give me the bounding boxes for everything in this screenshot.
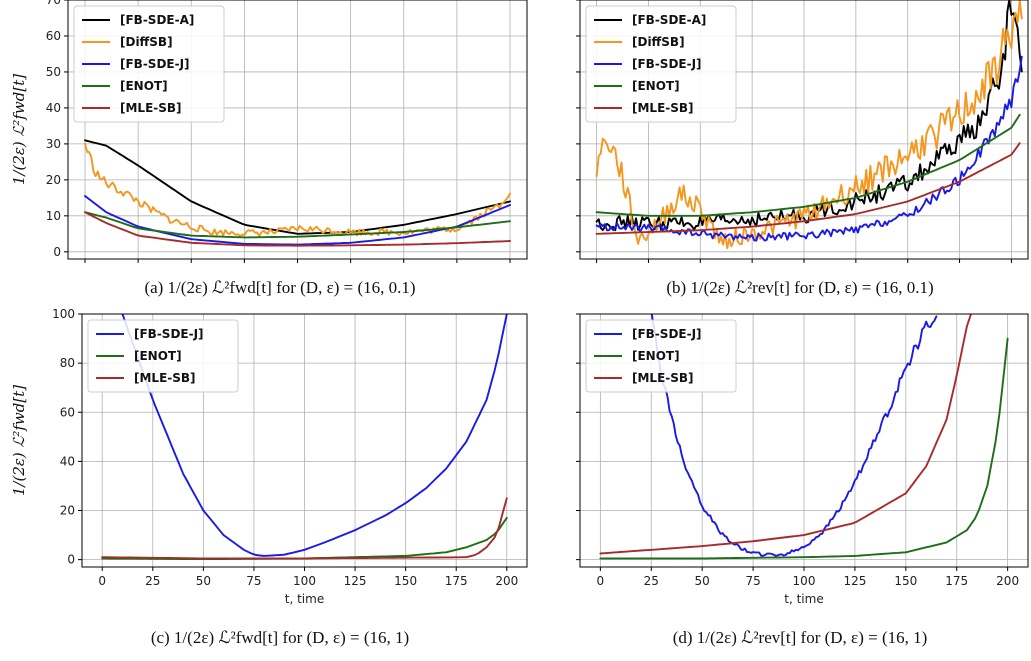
legend-label: [MLE-SB]	[120, 101, 182, 115]
subfigure-caption: (b) 1/(2ε) ℒ²rev[t] for (D, ε) = (16, 0.…	[666, 278, 933, 297]
series-line-mle-sb	[84, 211, 511, 247]
legend-label: [ENOT]	[632, 79, 680, 93]
legend-label: [FB-SDE-J]	[632, 57, 702, 71]
x-tick-label: 0	[98, 574, 106, 588]
chart-panel-c: 0 25 50 75 100 125 150 175 200 0 20 40 60 80 100 [FB-SD…	[10, 307, 528, 647]
y-tick-label: 100	[52, 307, 75, 321]
subfigure-caption: (c) 1/(2ε) ℒ²fwd[t] for (D, ε) = (16, 1)	[151, 628, 409, 647]
y-tick-label: 10	[46, 209, 61, 223]
legend-label: [FB-SDE-A]	[120, 13, 194, 27]
series-group	[595, 0, 1023, 250]
legend-label: [DiffSB]	[120, 35, 173, 49]
series-line-enot	[84, 211, 511, 239]
chart-panel-a: 0 10 20 30 40 50 60 70 [FB-SDE-A] [DiffSB] [FB-SDE…	[10, 0, 528, 297]
y-tick-label: 20	[46, 173, 61, 187]
series-group	[101, 314, 508, 561]
legend-box	[585, 5, 737, 123]
series-line-mle-sb	[599, 314, 972, 555]
x-tick-label: 75	[745, 574, 760, 588]
x-tick-label: 200	[495, 574, 518, 588]
legend-box	[73, 5, 225, 123]
legend-label: [ENOT]	[134, 349, 182, 363]
series-line-enot	[599, 337, 1009, 560]
x-axis-label: t, time	[784, 592, 823, 606]
y-tick-label: 0	[53, 245, 61, 259]
legend-label: [FB-SDE-J]	[134, 327, 204, 341]
x-tick-label: 75	[246, 574, 261, 588]
x-tick-label: 100	[293, 574, 316, 588]
series-line-diffsb	[595, 0, 1023, 250]
plot-frame	[579, 0, 1029, 260]
legend-box	[585, 319, 737, 393]
x-axis-label: t, time	[285, 592, 324, 606]
x-tick-label: 150	[894, 574, 917, 588]
y-tick-label: 60	[60, 405, 75, 419]
legend-box	[87, 319, 239, 393]
chart-panel-b: [FB-SDE-A] [DiffSB] [FB-SDE-J] [ENOT] [MLE-S…	[576, 0, 1029, 297]
plot-frame	[67, 0, 528, 260]
x-tick-label: 50	[196, 574, 211, 588]
x-tick-label: 0	[597, 574, 605, 588]
legend-label: [FB-SDE-J]	[632, 327, 702, 341]
series-line-fb-sde-j	[650, 314, 938, 557]
y-tick-label: 50	[46, 65, 61, 79]
series-group	[599, 314, 1009, 560]
plot-frame	[579, 313, 1029, 568]
x-tick-label: 125	[344, 574, 367, 588]
y-tick-label: 60	[46, 29, 61, 43]
legend-label: [DiffSB]	[632, 35, 685, 49]
y-tick-label: 20	[60, 504, 75, 518]
y-tick-label: 80	[60, 356, 75, 370]
legend-label: [MLE-SB]	[134, 371, 196, 385]
legend-label: [FB-SDE-J]	[120, 57, 190, 71]
legend-label: [FB-SDE-A]	[632, 13, 706, 27]
series-line-mle-sb	[101, 497, 508, 560]
y-axis-label: 1/(2ε) ℒ²fwd[t]	[10, 385, 28, 496]
legend-label: [MLE-SB]	[632, 101, 694, 115]
y-tick-label: 30	[46, 137, 61, 151]
x-tick-label: 200	[996, 574, 1019, 588]
x-tick-label: 175	[945, 574, 968, 588]
x-tick-label: 125	[843, 574, 866, 588]
y-axis-label: 1/(2ε) ℒ²fwd[t]	[10, 74, 28, 185]
x-tick-label: 25	[644, 574, 659, 588]
legend-label: [ENOT]	[120, 79, 168, 93]
legend-label: [ENOT]	[632, 349, 680, 363]
series-line-fb-sde-a	[84, 139, 511, 235]
series-line-diffsb	[84, 142, 511, 238]
series-line-fb-sde-j	[121, 314, 508, 557]
y-tick-label: 40	[60, 454, 75, 468]
series-line-enot	[595, 113, 1021, 217]
plot-frame	[81, 313, 528, 568]
subfigure-caption: (d) 1/(2ε) ℒ²rev[t] for (D, ε) = (16, 1)	[673, 628, 928, 647]
x-tick-label: 175	[445, 574, 468, 588]
y-tick-label: 0	[67, 553, 75, 567]
x-tick-label: 50	[695, 574, 710, 588]
legend-label: [MLE-SB]	[632, 371, 694, 385]
x-tick-label: 25	[145, 574, 160, 588]
chart-panel-d: 0 25 50 75 100 125 150 175 200 [FB-SDE-J] [ENOT] [M…	[576, 313, 1029, 647]
series-line-mle-sb	[595, 142, 1021, 235]
subfigure-caption: (a) 1/(2ε) ℒ²fwd[t] for (D, ε) = (16, 0.…	[144, 278, 415, 297]
x-tick-label: 100	[793, 574, 816, 588]
y-tick-label: 40	[46, 101, 61, 115]
series-group	[84, 139, 511, 247]
x-tick-label: 150	[394, 574, 417, 588]
y-tick-label: 70	[46, 0, 61, 7]
